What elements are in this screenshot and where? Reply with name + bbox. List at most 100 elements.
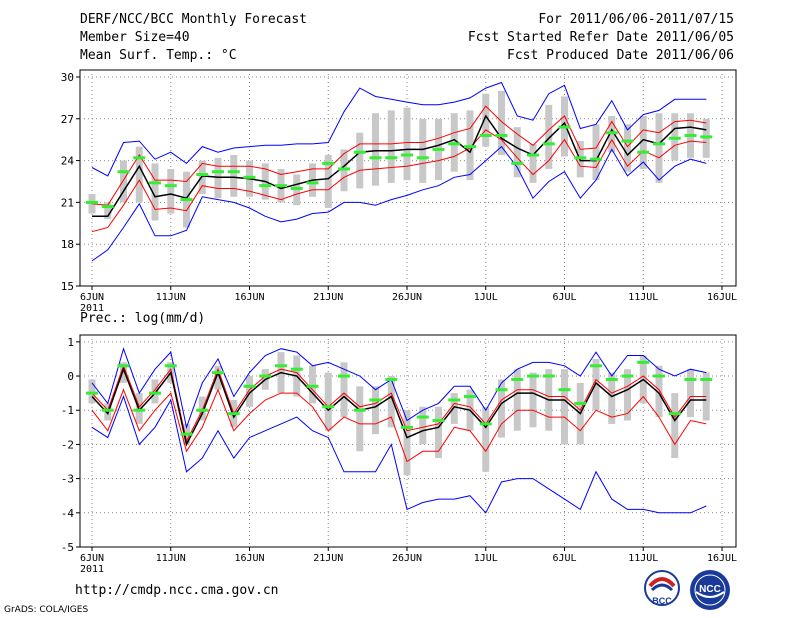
chart-panel-1: 15 18 21 24 27 30 6JUN 11JUN 16JUN 21JUN 26JUN 1JUL… — [61, 69, 737, 314]
y-tick-label: -2 — [61, 438, 74, 451]
x-tick-label: 1JUL — [474, 553, 498, 564]
ensemble-box — [214, 365, 222, 390]
x-tick-label: 11JUN — [156, 292, 186, 303]
y-tick-label: 27 — [61, 113, 74, 126]
x-tick-label: 16JUL — [707, 553, 737, 564]
ensemble-box — [639, 115, 647, 169]
ensemble-box — [592, 124, 600, 181]
bcc-logo-text: BCC — [652, 596, 672, 606]
ensemble-box — [655, 113, 663, 183]
ensemble-box — [120, 160, 127, 203]
y-tick-label: -5 — [61, 541, 74, 554]
variable-label: Mean Surf. Temp.: °C — [80, 48, 237, 63]
plot-frame — [79, 69, 737, 287]
ensemble-box — [435, 406, 442, 459]
x-tick-label: 16JUN — [234, 292, 264, 303]
y-tick-label: 15 — [61, 280, 74, 293]
x-tick-label: 21JUN — [313, 292, 343, 303]
x-tick-label: 16JUN — [234, 553, 264, 564]
y-tick-label: 21 — [61, 196, 74, 209]
ensemble-box — [151, 379, 159, 404]
year-label: 2011 — [80, 564, 104, 575]
ensemble-min-line — [91, 395, 707, 514]
x-tick-label: 11JUN — [156, 553, 186, 564]
plot-frame — [79, 334, 737, 548]
x-tick-label: 26JUN — [392, 292, 422, 303]
ensemble-mean-line — [91, 367, 707, 447]
ensemble-box — [498, 379, 505, 438]
ensemble-max-line — [91, 145, 707, 262]
ensemble-box — [387, 110, 395, 183]
ensemble-box — [120, 362, 127, 383]
x-tick-label: 26JUN — [392, 553, 422, 564]
ensemble-box — [513, 369, 521, 431]
ensemble-box — [387, 376, 395, 428]
ensemble-box — [372, 386, 379, 435]
ensemble-box — [135, 146, 143, 203]
ncc-logo-text: NCC — [699, 584, 721, 595]
forecast-started-date: Fcst Started Refer Date 2011/06/05 — [467, 30, 734, 45]
ensemble-max-line — [91, 347, 707, 430]
y-tick-label: 30 — [61, 71, 74, 84]
ensemble-box — [450, 393, 458, 424]
x-tick-label: 1JUL — [474, 292, 498, 303]
ensemble-box — [198, 396, 206, 421]
y-tick-label: -4 — [61, 507, 75, 520]
ensemble-box — [529, 143, 537, 183]
y-tick-label: 18 — [61, 238, 74, 251]
ensemble-box — [230, 155, 238, 197]
ensemble-box — [403, 107, 411, 181]
ensemble-box — [498, 90, 505, 156]
ensemble-box — [104, 202, 112, 220]
ensemble-box — [545, 104, 553, 169]
ensemble-box — [671, 393, 679, 459]
grads-credit: GrADS: COLA/IGES — [4, 605, 89, 615]
ensemble-box — [561, 369, 568, 445]
ensemble-box — [88, 379, 96, 404]
ensemble-box — [324, 372, 332, 431]
x-tick-label: 11JUL — [628, 292, 658, 303]
ensemble-box — [198, 160, 206, 195]
y-tick-label: 1 — [67, 336, 74, 349]
x-tick-label: 6JUN — [80, 292, 104, 303]
ensemble-box — [356, 386, 364, 452]
x-tick-label: 6JUL — [552, 292, 576, 303]
ensemble-box — [167, 168, 175, 214]
ensemble-box — [151, 163, 159, 221]
ensemble-box — [482, 406, 490, 472]
x-tick-label: 6JUL — [552, 553, 576, 564]
ensemble-box — [687, 369, 694, 418]
source-url[interactable]: http://cmdp.ncc.cma.gov.cn — [75, 583, 279, 598]
y-tick-label: -3 — [61, 473, 74, 486]
ensemble-box — [309, 365, 316, 404]
x-tick-label: 16JUL — [707, 292, 737, 303]
forecast-produced-date: Fcst Produced Date 2011/06/06 — [507, 48, 734, 63]
ensemble-box — [655, 365, 663, 418]
ensemble-box — [419, 118, 427, 183]
ensemble-box — [624, 124, 631, 172]
spread-upper-line — [91, 364, 707, 443]
ensemble-box — [324, 155, 332, 208]
forecast-period: For 2011/06/06-2011/07/15 — [538, 12, 734, 27]
ensemble-box — [419, 406, 427, 445]
ensemble-box — [246, 376, 253, 407]
member-size: Member Size=40 — [80, 30, 190, 45]
spread-lower-line — [91, 129, 707, 233]
ensemble-box — [529, 372, 537, 428]
ncc-logo: NCC — [690, 570, 730, 610]
ensemble-box — [356, 132, 364, 189]
x-tick-label: 6JUN — [80, 553, 104, 564]
ensemble-box — [592, 358, 600, 411]
bcc-logo: BCC — [644, 570, 680, 606]
spread-upper-line — [91, 105, 707, 206]
ensemble-mean-line — [92, 114, 707, 218]
y-tick-label: -1 — [61, 404, 74, 417]
ensemble-box — [340, 362, 348, 418]
ensemble-max-line — [91, 81, 707, 177]
chart-title: DERF/NCC/BCC Monthly Forecast — [80, 12, 307, 27]
ensemble-box — [513, 127, 521, 178]
x-tick-label: 11JUL — [628, 553, 658, 564]
ensemble-box — [482, 93, 490, 147]
y-tick-label: 24 — [61, 155, 75, 168]
